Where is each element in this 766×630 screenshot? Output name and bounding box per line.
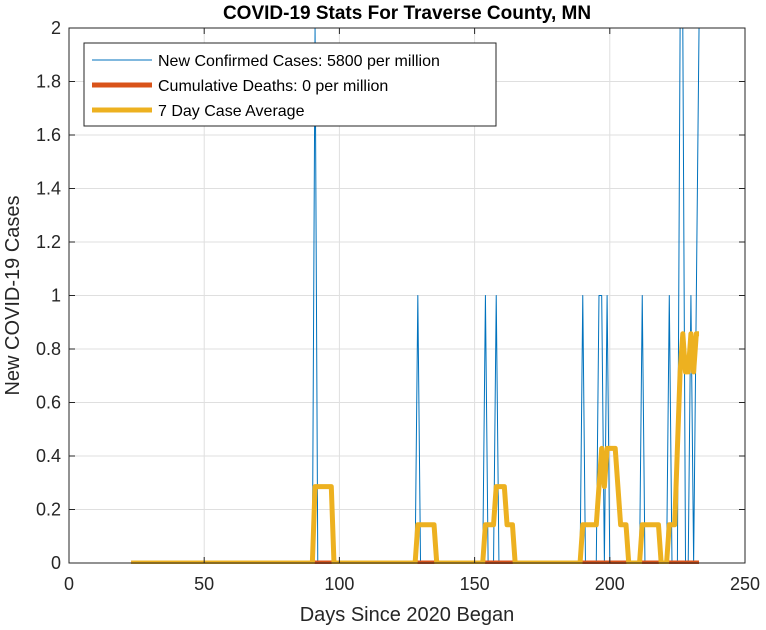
legend-label: 7 Day Case Average [158, 103, 305, 120]
y-tick-label: 2 [51, 18, 61, 38]
x-tick-label: 0 [64, 574, 74, 594]
tick-labels: 0 50 100 150 200 250 0 0.2 0.4 0.6 0.8 1 1.2 1.4 1.6 1.… [36, 18, 760, 594]
legend-label: New Confirmed Cases: 5800 per million [158, 53, 440, 70]
legend-box [83, 42, 497, 127]
y-axis-label: New COVID-19 Cases [2, 195, 24, 395]
y-tick-label: 1.6 [36, 125, 61, 145]
y-tick-label: 0 [51, 553, 61, 573]
x-tick-label: 250 [730, 574, 760, 594]
axes-frame [68, 27, 746, 564]
y-tick-label: 0.2 [36, 500, 61, 520]
y-tick-label: 1 [51, 286, 61, 306]
y-tick-label: 0.6 [36, 393, 61, 413]
legend: New Confirmed Cases: 5800 per million Cum… [83, 42, 497, 127]
x-tick-label: 100 [324, 574, 354, 594]
series-7-day-case-average [131, 331, 700, 564]
y-tick-label: 1.4 [36, 179, 61, 199]
y-tick-label: 0.4 [36, 446, 61, 466]
y-tick-label: 1.8 [36, 72, 61, 92]
x-tick-label: 200 [595, 574, 625, 594]
x-tick-label: 150 [460, 574, 490, 594]
y-tick-label: 1.2 [36, 232, 61, 252]
y-tick-label: 0.8 [36, 339, 61, 359]
x-tick-label: 50 [194, 574, 214, 594]
x-axis-label: Days Since 2020 Began [300, 604, 515, 626]
chart-title: COVID-19 Stats For Traverse County, MN [223, 3, 591, 24]
legend-label: Cumulative Deaths: 0 per million [158, 78, 388, 95]
